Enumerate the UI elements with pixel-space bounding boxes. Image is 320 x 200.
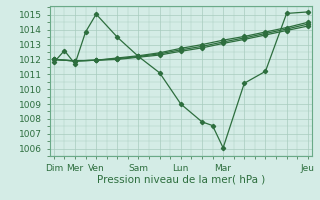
X-axis label: Pression niveau de la mer( hPa ): Pression niveau de la mer( hPa ): [97, 174, 265, 184]
